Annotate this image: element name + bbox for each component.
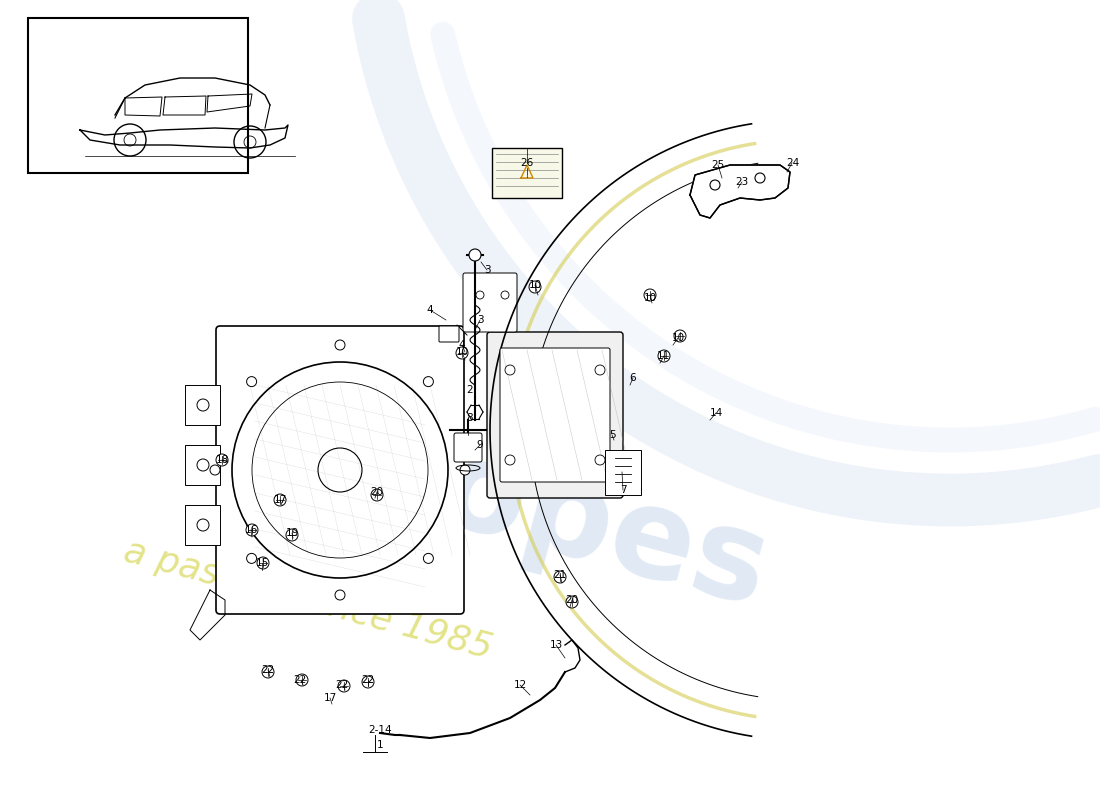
Bar bbox=[185, 445, 220, 485]
Circle shape bbox=[529, 281, 541, 293]
Text: 2-14: 2-14 bbox=[368, 725, 392, 735]
FancyBboxPatch shape bbox=[463, 273, 517, 332]
Circle shape bbox=[424, 554, 433, 563]
Circle shape bbox=[554, 571, 566, 583]
Text: 6: 6 bbox=[629, 373, 636, 383]
Circle shape bbox=[500, 291, 509, 299]
Circle shape bbox=[216, 454, 228, 466]
Text: 8: 8 bbox=[466, 413, 473, 423]
Text: 9: 9 bbox=[476, 440, 483, 450]
Text: 2: 2 bbox=[466, 385, 473, 395]
Circle shape bbox=[246, 524, 258, 536]
Text: 10: 10 bbox=[671, 333, 684, 343]
Circle shape bbox=[286, 529, 298, 541]
Bar bbox=[185, 385, 220, 425]
Circle shape bbox=[595, 365, 605, 375]
Circle shape bbox=[644, 289, 656, 301]
Text: 25: 25 bbox=[712, 160, 725, 170]
Circle shape bbox=[257, 557, 270, 569]
Text: 22: 22 bbox=[294, 675, 307, 685]
Text: 20: 20 bbox=[371, 487, 384, 497]
Circle shape bbox=[505, 455, 515, 465]
Text: 7: 7 bbox=[619, 485, 626, 495]
Circle shape bbox=[371, 489, 383, 501]
Circle shape bbox=[674, 330, 686, 342]
Circle shape bbox=[246, 554, 256, 563]
Text: 12: 12 bbox=[514, 680, 527, 690]
Text: 22: 22 bbox=[262, 665, 275, 675]
Text: 16: 16 bbox=[244, 525, 257, 535]
Text: 4: 4 bbox=[427, 305, 433, 315]
Text: 22: 22 bbox=[362, 675, 375, 685]
Bar bbox=[605, 450, 641, 495]
Circle shape bbox=[197, 519, 209, 531]
Circle shape bbox=[336, 590, 345, 600]
Circle shape bbox=[755, 173, 764, 183]
Circle shape bbox=[424, 377, 433, 386]
Circle shape bbox=[469, 249, 481, 261]
FancyBboxPatch shape bbox=[487, 332, 623, 498]
Text: 20: 20 bbox=[565, 595, 579, 605]
Circle shape bbox=[197, 399, 209, 411]
Circle shape bbox=[336, 340, 345, 350]
FancyBboxPatch shape bbox=[439, 326, 459, 342]
Text: 21: 21 bbox=[553, 570, 566, 580]
Text: 23: 23 bbox=[736, 177, 749, 187]
Text: 10: 10 bbox=[528, 280, 541, 290]
Circle shape bbox=[338, 680, 350, 692]
Circle shape bbox=[476, 291, 484, 299]
Text: 11: 11 bbox=[657, 351, 670, 361]
FancyBboxPatch shape bbox=[216, 326, 464, 614]
Circle shape bbox=[296, 674, 308, 686]
Circle shape bbox=[460, 465, 470, 475]
Circle shape bbox=[505, 365, 515, 375]
Text: 1: 1 bbox=[376, 740, 383, 750]
Bar bbox=[492, 148, 562, 198]
Text: 5: 5 bbox=[608, 430, 615, 440]
Text: 3: 3 bbox=[476, 315, 483, 325]
Text: 19: 19 bbox=[285, 528, 298, 538]
Circle shape bbox=[658, 350, 670, 362]
Polygon shape bbox=[690, 165, 790, 218]
Text: 22: 22 bbox=[336, 680, 349, 690]
Circle shape bbox=[456, 347, 468, 359]
FancyBboxPatch shape bbox=[454, 433, 482, 462]
Circle shape bbox=[262, 666, 274, 678]
Text: a passion since 1985: a passion since 1985 bbox=[120, 534, 496, 666]
Circle shape bbox=[210, 465, 220, 475]
Circle shape bbox=[595, 455, 605, 465]
Circle shape bbox=[197, 459, 209, 471]
Text: 4: 4 bbox=[459, 340, 465, 350]
Text: 10: 10 bbox=[455, 347, 469, 357]
Circle shape bbox=[710, 180, 720, 190]
Circle shape bbox=[274, 494, 286, 506]
Bar bbox=[185, 505, 220, 545]
Text: 18: 18 bbox=[216, 455, 229, 465]
Bar bbox=[28, 18, 248, 173]
Circle shape bbox=[246, 377, 256, 386]
Text: 10: 10 bbox=[644, 293, 657, 303]
Text: europes: europes bbox=[200, 368, 782, 632]
Text: 24: 24 bbox=[786, 158, 800, 168]
Text: 17: 17 bbox=[323, 693, 337, 703]
Circle shape bbox=[566, 596, 578, 608]
Text: 3: 3 bbox=[484, 265, 491, 275]
Text: 17: 17 bbox=[274, 495, 287, 505]
Text: 13: 13 bbox=[549, 640, 562, 650]
FancyBboxPatch shape bbox=[500, 348, 610, 482]
Circle shape bbox=[362, 676, 374, 688]
Text: 26: 26 bbox=[520, 158, 534, 168]
Text: 15: 15 bbox=[255, 558, 268, 568]
Text: 14: 14 bbox=[710, 408, 723, 418]
